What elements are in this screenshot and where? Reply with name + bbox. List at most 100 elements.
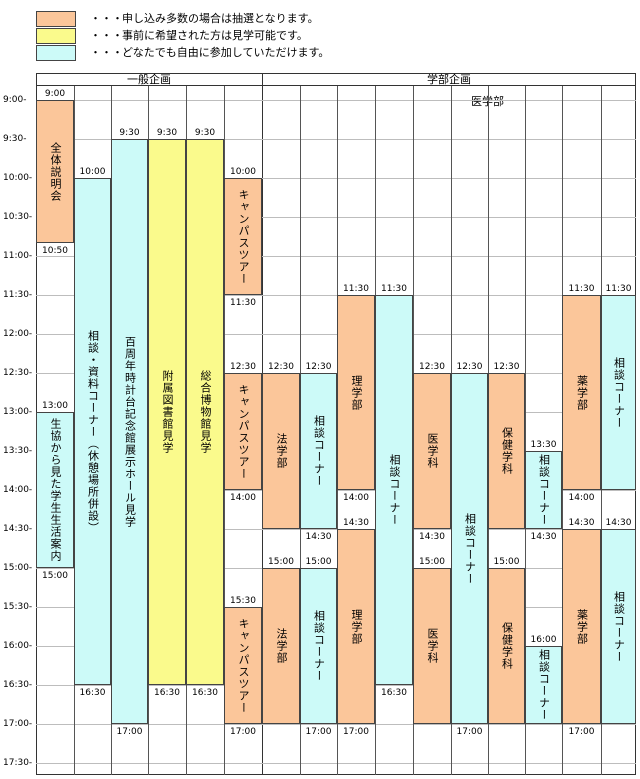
legend-text-lottery: 申し込み多数の場合は抽選となります。: [122, 12, 319, 25]
start-time-tag: 12:30: [263, 362, 299, 372]
time-axis-label: 10:00-: [3, 173, 33, 183]
schedule-block: キャンパスツアー: [224, 373, 262, 490]
block-label: 理学部: [350, 608, 363, 645]
medical-faculty-header: 医学部: [413, 96, 562, 108]
schedule-block: 薬学部: [562, 529, 601, 724]
end-time-tag: 14:00: [225, 493, 261, 503]
end-time-tag: 15:00: [37, 571, 73, 581]
time-axis-label: 9:00-: [3, 95, 27, 105]
time-gridline: [36, 178, 636, 179]
block-label: キャンパスツアー: [237, 383, 250, 480]
end-time-tag: 17:00: [563, 727, 600, 737]
time-axis-label: 13:30-: [3, 446, 33, 456]
schedule-block: 相談コーナー: [451, 373, 488, 724]
block-label: 薬学部: [575, 608, 589, 645]
block-label: 保健学科: [500, 427, 514, 475]
column-divider: [525, 86, 526, 775]
end-time-tag: 16:30: [75, 688, 110, 698]
schedule-block: 百周年時計台記念館展示ホール見学: [111, 139, 148, 724]
start-time-tag: 16:00: [526, 635, 561, 645]
legend-swatch-lottery: [36, 11, 76, 27]
end-time-tag: 14:00: [338, 493, 374, 503]
start-time-tag: 9:30: [112, 128, 147, 138]
end-time-tag: 11:30: [225, 298, 261, 308]
end-time-tag: 10:50: [37, 246, 73, 256]
schedule-block: 相談コーナー: [525, 451, 562, 529]
end-time-tag: 16:30: [149, 688, 185, 698]
start-time-tag: 11:30: [376, 284, 412, 294]
start-time-tag: 12:30: [452, 362, 487, 372]
time-gridline: [36, 724, 636, 725]
start-time-tag: 9:00: [37, 89, 73, 99]
schedule-block: 理学部: [337, 295, 375, 490]
schedule-block: キャンパスツアー: [224, 178, 262, 295]
time-axis-label: 15:00-: [3, 563, 33, 573]
schedule-block: 保健学科: [488, 373, 525, 529]
schedule-block: 法学部: [262, 568, 300, 724]
schedule-block: 相談コーナー: [300, 568, 337, 724]
block-label: 百周年時計台記念館展示ホール見学: [123, 335, 137, 528]
block-label: 相談コーナー: [537, 454, 551, 526]
block-label: 薬学部: [575, 374, 589, 411]
legend-dots: ・・・: [90, 29, 123, 42]
block-label: 相談コーナー: [312, 415, 326, 487]
schedule-block: 相談コーナー: [601, 529, 636, 724]
time-axis-label: 17:00-: [3, 719, 33, 729]
start-time-tag: 13:30: [526, 440, 561, 450]
start-time-tag: 14:30: [338, 518, 374, 528]
block-label: 全体説明会: [49, 141, 62, 202]
faculty-programs-header: 学部企画: [427, 73, 471, 86]
block-label: 理学部: [350, 374, 363, 411]
start-time-tag: 15:00: [489, 557, 524, 567]
start-time-tag: 9:30: [187, 128, 223, 138]
legend-swatch-open: [36, 45, 76, 61]
time-gridline: [36, 256, 636, 257]
end-time-tag: 16:30: [187, 688, 223, 698]
block-label: 総合博物館見学: [199, 370, 212, 454]
general-programs-header: 一般企画: [127, 73, 171, 86]
header-divider: [36, 85, 636, 86]
time-axis-label: 16:00-: [3, 641, 33, 651]
block-label: キャンパスツアー: [237, 188, 250, 285]
time-gridline: [36, 139, 636, 140]
end-time-tag: 16:30: [376, 688, 412, 698]
time-gridline: [36, 100, 636, 101]
start-time-tag: 11:30: [602, 284, 635, 294]
block-label: 相談コーナー: [463, 512, 477, 585]
time-axis-label: 16:30-: [3, 680, 33, 690]
start-time-tag: 12:30: [489, 362, 524, 372]
start-time-tag: 14:30: [602, 518, 635, 528]
time-gridline: [36, 334, 636, 335]
schedule-block: 相談コーナー: [300, 373, 337, 529]
schedule-block: 総合博物館見学: [186, 139, 224, 685]
start-time-tag: 15:00: [301, 557, 336, 567]
start-time-tag: 14:30: [563, 518, 600, 528]
block-label: 医学科: [426, 628, 439, 664]
schedule-block: 全体説明会: [36, 100, 74, 243]
legend-dots: ・・・: [90, 12, 123, 25]
block-label: 医学科: [426, 433, 439, 469]
start-time-tag: 12:30: [301, 362, 336, 372]
block-label: 相談コーナー: [537, 649, 551, 721]
start-time-tag: 11:30: [338, 284, 374, 294]
schedule-block: 保健学科: [488, 568, 525, 724]
time-gridline: [36, 763, 636, 764]
schedule-block: 法学部: [262, 373, 300, 529]
block-label: 相談コーナー: [612, 356, 626, 429]
start-time-tag: 13:00: [37, 401, 73, 411]
start-time-tag: 10:00: [75, 167, 110, 177]
block-label: 法学部: [275, 433, 288, 469]
time-axis-label: 9:30-: [3, 134, 27, 144]
schedule-block: 薬学部: [562, 295, 601, 490]
schedule-block: 医学科: [413, 568, 451, 724]
schedule-block: 理学部: [337, 529, 375, 724]
schedule-block: 相談・資料コーナー（休憩場所併設）: [74, 178, 111, 685]
end-time-tag: 17:00: [452, 727, 487, 737]
legend-text-reserved: 事前に希望された方は見学可能です。: [122, 29, 308, 42]
schedule-block: 相談コーナー: [375, 295, 413, 685]
end-time-tag: 17:00: [225, 727, 261, 737]
block-label: 相談コーナー: [612, 590, 626, 663]
end-time-tag: 17:00: [301, 727, 336, 737]
time-axis-label: 12:30-: [3, 368, 33, 378]
start-time-tag: 11:30: [563, 284, 600, 294]
